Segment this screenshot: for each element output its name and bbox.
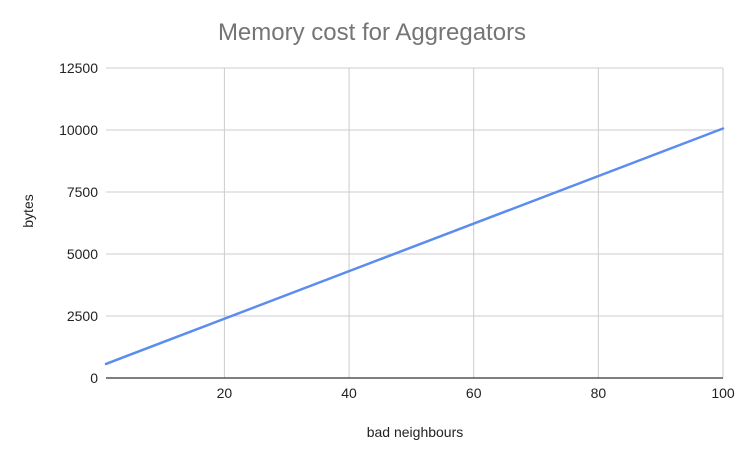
x-tick-label: 80 (591, 385, 607, 401)
y-axis-label: bytes (20, 194, 36, 227)
x-tick-label: 40 (341, 385, 357, 401)
y-tick-label: 5000 (67, 246, 98, 262)
tick-labels: 0 2500 5000 7500 10000 12500 20 40 60 80 100 (59, 60, 735, 401)
chart-title: Memory cost for Aggregators (218, 19, 526, 46)
series-line (104, 127, 725, 366)
x-axis-label: bad neighbours (367, 424, 464, 440)
grid (106, 67, 724, 378)
series-group (104, 127, 725, 366)
y-tick-label: 10000 (59, 122, 98, 138)
x-tick-label: 100 (711, 385, 735, 401)
x-tick-label: 20 (217, 385, 233, 401)
y-tick-label: 2500 (67, 308, 98, 324)
x-tick-label: 60 (466, 385, 482, 401)
y-tick-label: 0 (90, 370, 98, 386)
y-tick-label: 7500 (67, 184, 98, 200)
y-tick-label: 12500 (59, 60, 98, 76)
